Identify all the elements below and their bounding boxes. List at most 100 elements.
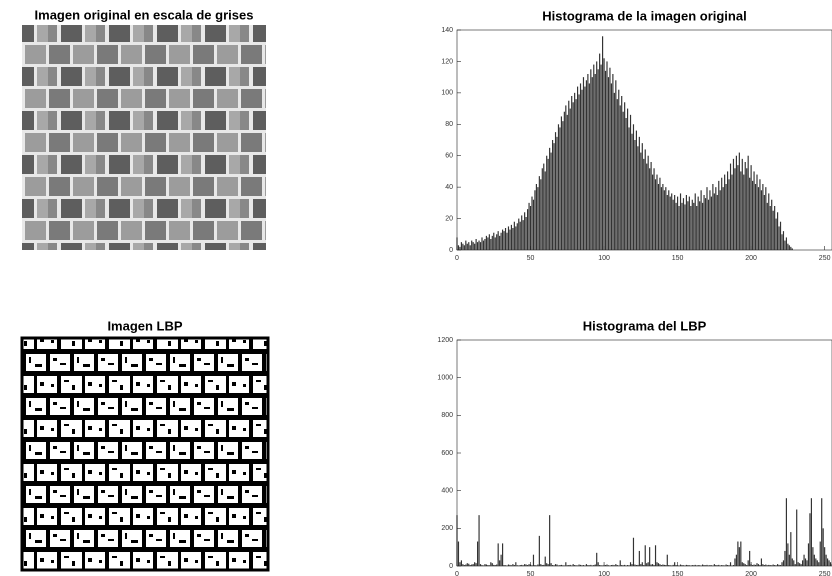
bar <box>461 560 462 566</box>
bar <box>518 219 519 250</box>
bar <box>784 551 785 566</box>
bar <box>690 206 691 250</box>
bar <box>478 241 479 250</box>
bar <box>740 171 741 250</box>
bar <box>748 560 749 566</box>
bar <box>512 228 513 250</box>
bar <box>686 195 687 250</box>
bar <box>751 165 752 250</box>
bar <box>659 178 660 250</box>
bar <box>502 230 503 250</box>
bar <box>628 127 629 250</box>
bar <box>827 558 828 566</box>
bar <box>565 105 566 250</box>
bar <box>818 562 819 566</box>
y-tick-label: 1200 <box>437 337 453 344</box>
bar <box>558 124 559 250</box>
bar <box>639 551 640 566</box>
bar <box>674 562 675 566</box>
bar <box>680 193 681 250</box>
bar <box>809 513 810 566</box>
bar <box>596 61 597 250</box>
bar <box>539 536 540 566</box>
bar <box>806 560 807 566</box>
x-tick-label: 100 <box>598 255 610 262</box>
bar <box>502 543 503 566</box>
bar <box>727 171 728 250</box>
bar <box>803 555 804 566</box>
bar <box>601 65 602 250</box>
bar <box>783 560 784 566</box>
bar <box>792 558 793 566</box>
bar <box>602 36 603 250</box>
y-tick-label: 400 <box>441 488 453 495</box>
bar <box>603 58 604 250</box>
bar <box>746 168 747 250</box>
bar <box>476 563 477 566</box>
bar <box>733 159 734 250</box>
bar <box>630 115 631 250</box>
bar <box>762 184 763 250</box>
bar <box>506 233 507 250</box>
bar <box>627 109 628 250</box>
bar <box>624 102 625 250</box>
bar <box>620 105 621 250</box>
bar <box>681 203 682 250</box>
bar <box>459 562 460 566</box>
bar <box>468 564 469 566</box>
bar <box>742 562 743 566</box>
bar <box>796 510 797 567</box>
bar <box>790 247 791 250</box>
bar <box>477 542 478 566</box>
bar <box>828 560 829 566</box>
bar <box>648 156 649 250</box>
bar <box>728 179 729 250</box>
bar <box>739 547 740 566</box>
chart-title: Histograma de la imagen original <box>542 8 746 23</box>
bar <box>778 226 779 250</box>
bar <box>531 197 532 250</box>
bar <box>562 121 563 250</box>
bar <box>586 80 587 250</box>
bar <box>770 206 771 250</box>
bar <box>476 239 477 250</box>
bar <box>537 187 538 250</box>
bar <box>699 201 700 250</box>
bar <box>477 242 478 250</box>
bar <box>709 190 710 250</box>
x-tick-label: 150 <box>672 571 684 576</box>
bar <box>701 190 702 250</box>
bar <box>649 168 650 250</box>
bar <box>548 159 549 250</box>
y-tick-label: 0 <box>449 563 453 570</box>
bar <box>665 187 666 250</box>
bar <box>611 83 612 250</box>
bar <box>777 212 778 250</box>
bar <box>670 197 671 250</box>
y-tick-label: 120 <box>441 58 453 65</box>
bar <box>509 230 510 250</box>
bar <box>683 198 684 250</box>
bar <box>596 553 597 566</box>
bar <box>517 223 518 250</box>
bar <box>559 127 560 250</box>
bar <box>551 563 552 566</box>
bar <box>656 175 657 250</box>
y-tick-label: 100 <box>441 90 453 97</box>
bar <box>736 156 737 250</box>
bar <box>656 562 657 566</box>
bar <box>678 206 679 250</box>
bar <box>687 201 688 250</box>
bar <box>787 543 788 566</box>
bar <box>633 538 634 566</box>
bar <box>737 542 738 566</box>
bar <box>646 563 647 566</box>
bar <box>478 515 479 566</box>
bar <box>605 71 606 250</box>
bar <box>614 93 615 250</box>
bar <box>523 220 524 250</box>
bar <box>639 137 640 250</box>
bar <box>717 195 718 250</box>
figure: Imagen original en escala de grises Imag… <box>0 0 832 576</box>
bar <box>734 168 735 250</box>
